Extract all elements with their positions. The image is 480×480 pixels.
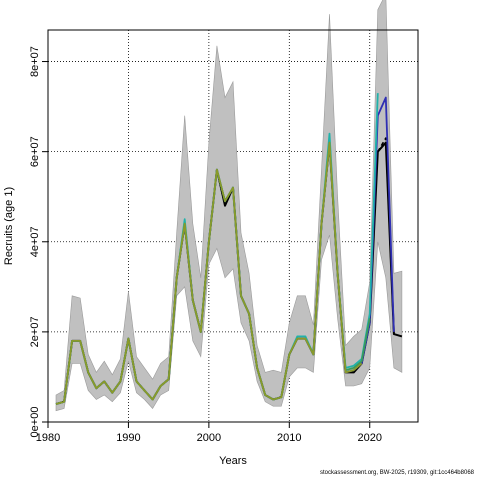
x-tick-label: 1990 [116,432,140,444]
series-line-1 [377,137,395,335]
x-tick-label: 1980 [36,432,60,444]
footer-credit: stockassessment.org, BW-2025, r19309, gi… [320,470,474,476]
y-tick-label: 8e+07 [29,46,41,77]
x-tick-label: 2000 [197,432,221,444]
x-axis: 1980 1990 2000 2010 2020 [36,421,382,444]
y-axis-title: Recruits (age 1) [3,187,15,265]
x-tick-label: 2010 [277,432,301,444]
y-tick-label: 0e+00 [29,407,41,438]
y-tick-label: 4e+07 [29,226,41,257]
y-tick-label: 2e+07 [29,316,41,347]
series-line-5 [55,141,363,405]
series-lines [55,93,403,405]
x-tick-label: 2020 [357,432,381,444]
y-axis: 0e+00 2e+07 4e+07 6e+07 8e+07 [29,46,48,437]
x-axis-title: Years [219,455,247,467]
y-tick-label: 6e+07 [29,136,41,167]
